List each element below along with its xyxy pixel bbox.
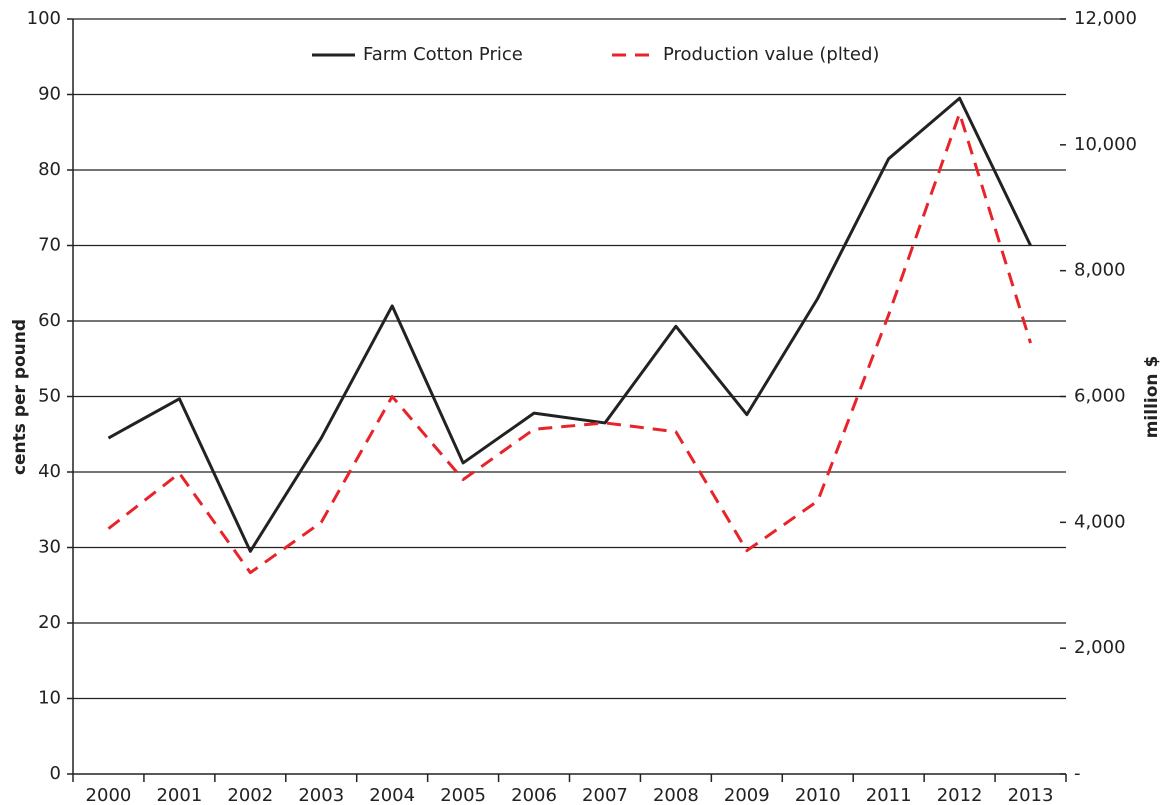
y-axis-label: cents per pound <box>10 319 30 475</box>
x-tick-label: 2003 <box>298 785 344 805</box>
x-tick-label: 2013 <box>1008 785 1054 805</box>
y-tick-label: 60 <box>38 310 61 331</box>
y-tick-label: 0 <box>50 763 61 784</box>
y-tick-label: 70 <box>38 235 61 256</box>
x-tick-label: 2002 <box>227 785 273 805</box>
x-tick-label: 2004 <box>369 785 415 805</box>
y-tick-label: 90 <box>38 84 61 105</box>
legend-label: Production value (plted) <box>663 44 879 65</box>
x-tick-label: 2009 <box>724 785 770 805</box>
x-tick-label: 2008 <box>653 785 699 805</box>
series-line <box>107 96 1032 553</box>
y2-tick-label: - <box>1074 763 1081 784</box>
y-tick-label: 10 <box>38 688 61 709</box>
y-tick-label: 80 <box>38 159 61 180</box>
y-tick-label: 100 <box>27 8 61 29</box>
x-tick-label: 2005 <box>440 785 486 805</box>
x-tick-label: 2012 <box>937 785 983 805</box>
y2-tick-label: 6,000 <box>1074 386 1126 407</box>
y-tick-label: 20 <box>38 612 61 633</box>
x-tick-label: 2006 <box>511 785 557 805</box>
y2-tick-label: 12,000 <box>1074 8 1137 29</box>
y2-axis-label: million $ <box>1142 356 1162 439</box>
y2-tick-label: 4,000 <box>1074 511 1126 532</box>
series-line <box>107 111 1032 575</box>
y2-tick-label: 2,000 <box>1074 637 1126 658</box>
y-tick-label: 40 <box>38 461 61 482</box>
y2-tick-label: 10,000 <box>1074 134 1137 155</box>
y2-tick-label: 8,000 <box>1074 260 1126 281</box>
legend-label: Farm Cotton Price <box>363 44 523 65</box>
x-tick-label: 2001 <box>156 785 202 805</box>
x-tick-label: 2007 <box>582 785 628 805</box>
x-tick-label: 2000 <box>86 785 132 805</box>
x-tick-label: 2010 <box>795 785 841 805</box>
y-tick-label: 50 <box>38 386 61 407</box>
y-tick-label: 30 <box>38 537 61 558</box>
x-tick-label: 2011 <box>866 785 912 805</box>
